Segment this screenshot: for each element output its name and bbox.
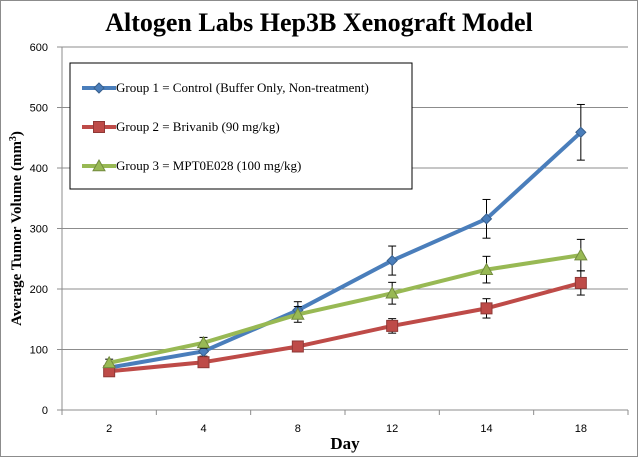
chart-title: Altogen Labs Hep3B Xenograft Model (105, 8, 533, 37)
data-point (386, 319, 399, 332)
x-tick-label: 4 (200, 423, 206, 435)
y-axis-title-end: ) (9, 131, 25, 136)
legend-label: Group 1 = Control (Buffer Only, Non-trea… (116, 80, 369, 95)
legend-swatch-marker (93, 121, 105, 133)
y-axis-title-superscript: 3 (8, 136, 19, 141)
legend-swatch-marker (92, 158, 106, 172)
data-point (575, 126, 587, 139)
legend: Group 1 = Control (Buffer Only, Non-trea… (69, 62, 413, 190)
y-tick-label: 0 (42, 405, 48, 417)
data-point (102, 355, 117, 369)
data-point (290, 307, 305, 320)
data-point (291, 340, 304, 353)
y-axis-title-main: Average Tumor Volume (mm (9, 141, 25, 326)
data-point (574, 276, 587, 289)
y-tick-label: 400 (30, 163, 48, 175)
data-point (196, 335, 211, 349)
series-layer (102, 103, 588, 378)
x-tick-label: 18 (575, 423, 587, 435)
y-axis-title: Average Tumor Volume (mm3) (8, 131, 26, 326)
series-line (108, 253, 582, 365)
x-tick-label: 12 (386, 423, 398, 435)
x-axis-title: Day (330, 434, 360, 453)
y-tick-label: 200 (30, 284, 48, 296)
x-tick-label: 2 (106, 423, 112, 435)
y-tick-label: 100 (30, 345, 48, 357)
data-point (385, 286, 400, 299)
legend-label: Group 2 = Brivanib (90 mg/kg) (116, 119, 280, 134)
data-point (197, 356, 210, 369)
legend-swatch-marker (93, 82, 105, 94)
data-point (479, 262, 494, 275)
legend-label: Group 3 = MPT0E028 (100 mg/kg) (116, 158, 301, 173)
x-tick-label: 8 (295, 423, 301, 435)
series-line (108, 281, 582, 374)
data-point (480, 213, 493, 225)
y-tick-label: 300 (30, 224, 48, 236)
series-3 (102, 238, 588, 369)
x-tick-label: 14 (480, 423, 492, 435)
legend-box (69, 62, 413, 190)
data-point (573, 248, 588, 261)
series-line (108, 130, 583, 370)
axes: 0 100 200 300 400 500 600 2 4 8 12 14 18 (30, 42, 629, 435)
y-tick-label: 600 (30, 42, 48, 54)
y-tick-label: 500 (30, 103, 48, 115)
data-point (480, 302, 493, 315)
data-point (386, 254, 398, 267)
